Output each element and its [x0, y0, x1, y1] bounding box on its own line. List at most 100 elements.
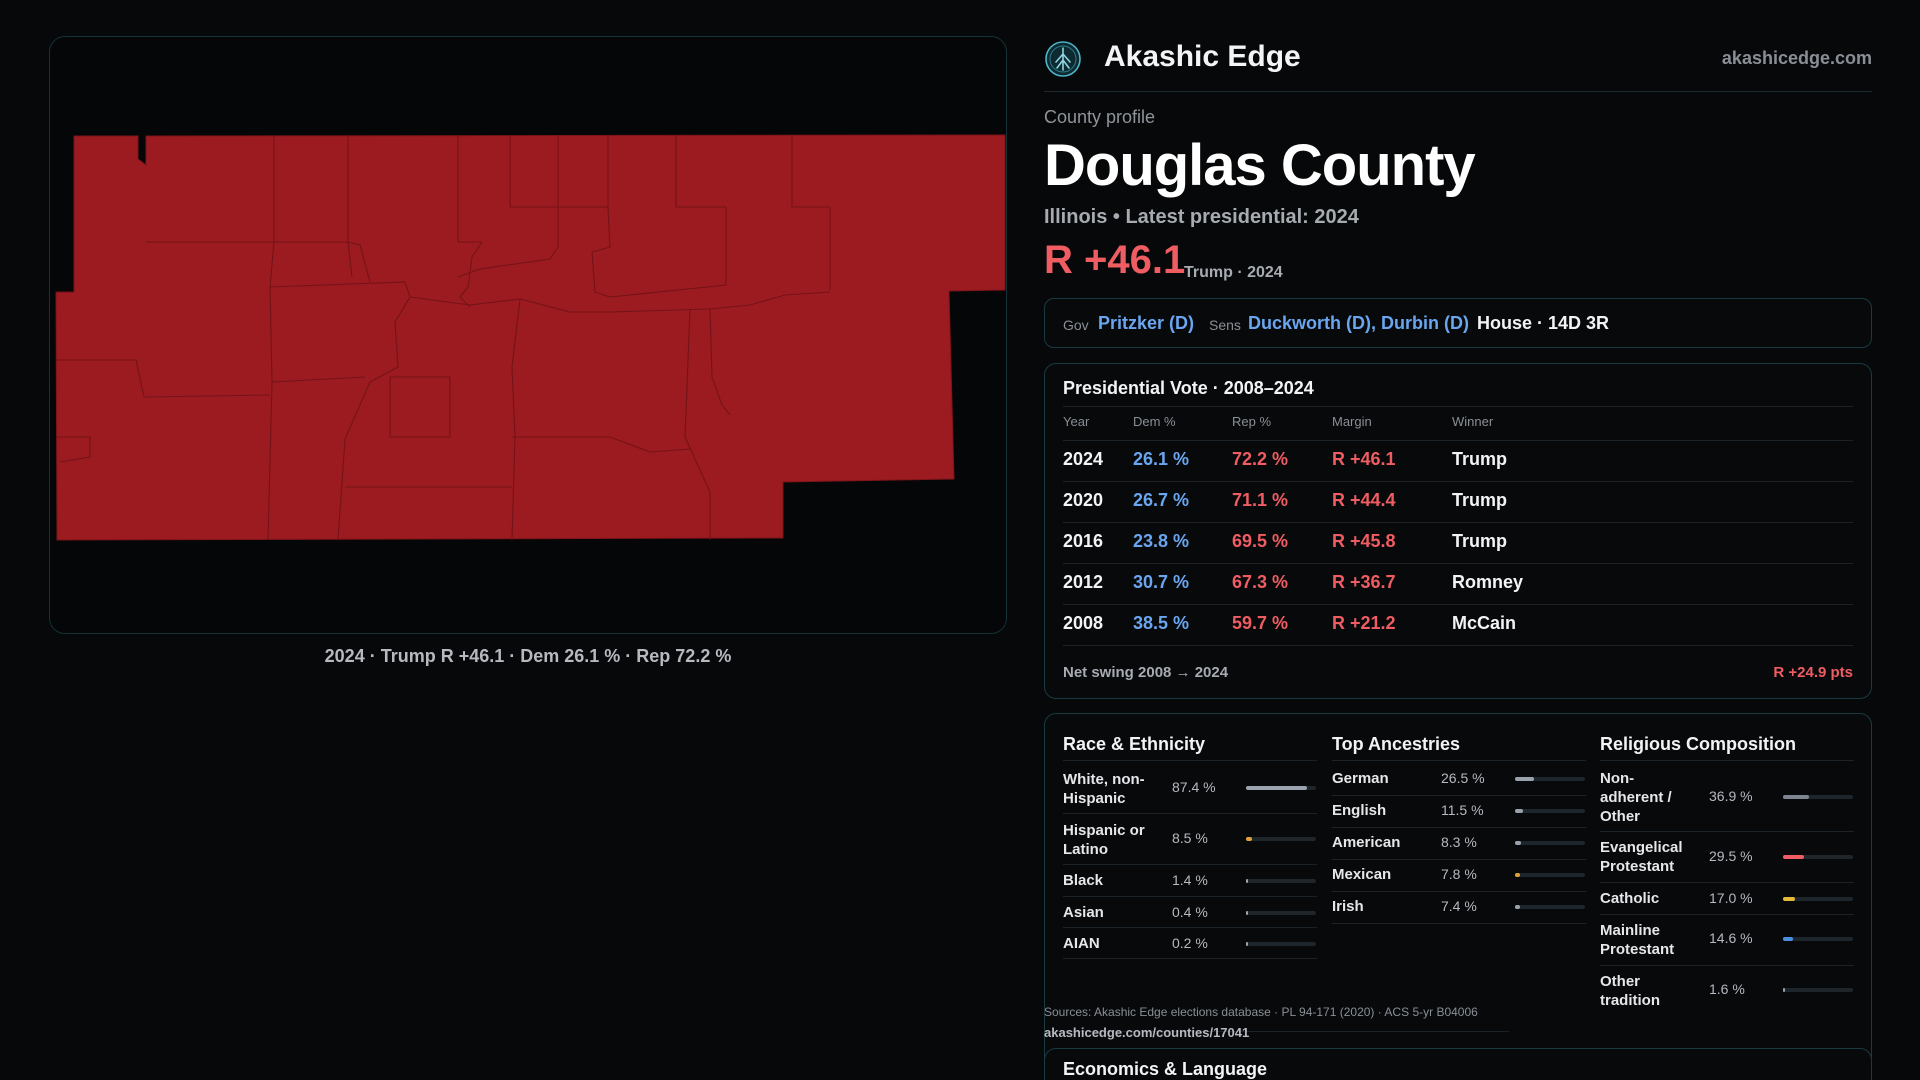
- sources-url-link[interactable]: akashicedge.com/counties/17041: [1044, 1025, 1250, 1040]
- cell-margin: R +21.2: [1332, 613, 1396, 633]
- divider: [1063, 440, 1853, 441]
- divider: [1600, 760, 1854, 761]
- religion-label: Mainline Protestant: [1600, 922, 1675, 958]
- col-header-dem: Dem %: [1133, 414, 1176, 429]
- divider: [1600, 914, 1854, 915]
- ancestry-label: German: [1332, 770, 1389, 787]
- governor-link[interactable]: Pritzker (D): [1098, 313, 1195, 333]
- ancestry-value: 11.5 %: [1441, 802, 1484, 818]
- race-label: White, non-Hispanic: [1063, 771, 1145, 807]
- divider: [1063, 958, 1317, 959]
- divider: [1063, 406, 1853, 407]
- divider: [1332, 891, 1586, 892]
- col-header-winner: Winner: [1452, 414, 1494, 429]
- cell-year: 2008: [1063, 613, 1104, 633]
- presidential-vote-card: Presidential Vote · 2008–2024 Year Dem %…: [1044, 363, 1872, 699]
- net-swing-label: Net swing 2008 → 2024: [1063, 664, 1229, 681]
- cell-dem: 26.7 %: [1133, 490, 1190, 510]
- race-title: Race & Ethnicity: [1063, 734, 1206, 754]
- senators-link[interactable]: Duckworth (D), Durbin (D): [1248, 313, 1469, 333]
- economics-title: Economics & Language: [1063, 1059, 1268, 1079]
- cell-year: 2016: [1063, 531, 1104, 551]
- religion-label: Non-adherent / Other: [1600, 770, 1672, 825]
- ancestries-title: Top Ancestries: [1332, 734, 1461, 754]
- ancestry-bar: [1515, 777, 1585, 781]
- cell-winner: Trump: [1452, 490, 1508, 510]
- divider: [1063, 563, 1853, 564]
- latest-margin-note: Trump · 2024: [1184, 264, 1283, 281]
- religion-bar: [1783, 937, 1853, 941]
- divider: [1332, 827, 1586, 828]
- religion-title: Religious Composition: [1600, 734, 1796, 754]
- county-map-panel[interactable]: [49, 36, 1007, 634]
- divider: [1332, 795, 1586, 796]
- religion-bar: [1783, 897, 1853, 901]
- cell-winner: Trump: [1452, 449, 1508, 469]
- race-bar: [1246, 942, 1316, 946]
- cell-year: 2024: [1063, 449, 1104, 469]
- brand-url-link[interactable]: akashicedge.com: [1721, 48, 1872, 68]
- religion-bar: [1783, 988, 1853, 992]
- ancestry-value: 7.4 %: [1441, 898, 1477, 914]
- ancestry-label: Irish: [1332, 898, 1364, 915]
- cell-winner: McCain: [1452, 613, 1517, 633]
- divider: [1063, 813, 1317, 814]
- county-map: [55, 134, 1006, 541]
- religion-bar-fill: [1783, 855, 1804, 859]
- divider: [1600, 831, 1854, 832]
- cell-year: 2012: [1063, 572, 1104, 592]
- divider: [1063, 604, 1853, 605]
- race-value: 87.4 %: [1172, 779, 1216, 795]
- divider: [1063, 864, 1317, 865]
- sources-divider: [1045, 1031, 1509, 1032]
- cell-rep: 59.7 %: [1232, 613, 1289, 633]
- ancestry-bar: [1515, 873, 1585, 877]
- religion-label: Evangelical Protestant: [1600, 839, 1683, 875]
- page-subtitle: Illinois • Latest presidential: 2024: [1044, 206, 1359, 228]
- divider: [1600, 882, 1854, 883]
- religion-value: 1.6 %: [1709, 981, 1745, 997]
- latest-margin: R +46.1: [1044, 238, 1186, 282]
- sources-text: Sources: Akashic Edge elections database…: [1044, 1005, 1478, 1019]
- senators-label: Sens: [1209, 317, 1241, 333]
- divider: [1063, 896, 1317, 897]
- race-bar-fill: [1246, 911, 1248, 915]
- ancestry-bar: [1515, 841, 1585, 845]
- race-label: AIAN: [1063, 935, 1100, 952]
- brand-header: Akashic Edge akashicedge.com: [1044, 36, 1872, 92]
- county-profile-panel: Akashic Edge akashicedge.com County prof…: [1044, 36, 1872, 1080]
- ancestry-bar: [1515, 809, 1585, 813]
- map-caption: 2024 · Trump R +46.1 · Dem 26.1 % · Rep …: [324, 646, 732, 666]
- divider: [1063, 927, 1317, 928]
- race-value: 1.4 %: [1172, 872, 1208, 888]
- cell-dem: 38.5 %: [1133, 613, 1190, 633]
- religion-bar: [1783, 795, 1853, 799]
- presidential-vote-title: Presidential Vote · 2008–2024: [1063, 378, 1314, 398]
- religion-value: 29.5 %: [1709, 848, 1753, 864]
- cell-margin: R +46.1: [1332, 449, 1396, 469]
- divider: [1332, 923, 1586, 924]
- economics-card: Economics & Language: [1044, 1048, 1872, 1080]
- tree-emblem-icon[interactable]: [1044, 40, 1082, 78]
- brand-name[interactable]: Akashic Edge: [1104, 40, 1301, 73]
- ancestry-label: American: [1332, 834, 1401, 851]
- divider: [1332, 760, 1586, 761]
- religion-value: 17.0 %: [1709, 890, 1753, 906]
- ancestry-bar-fill: [1515, 905, 1521, 909]
- ancestry-bar: [1515, 905, 1585, 909]
- religion-bar-fill: [1783, 988, 1785, 992]
- ancestry-value: 8.3 %: [1441, 834, 1477, 850]
- divider: [1063, 481, 1853, 482]
- county-shape[interactable]: [55, 134, 1006, 541]
- race-bar: [1246, 879, 1316, 883]
- officials-bar: Gov Pritzker (D) Sens Duckworth (D), Dur…: [1044, 298, 1872, 348]
- race-bar-fill: [1246, 786, 1308, 790]
- cell-rep: 72.2 %: [1232, 449, 1289, 469]
- col-header-margin: Margin: [1332, 414, 1372, 429]
- ancestry-value: 7.8 %: [1441, 866, 1477, 882]
- ancestry-bar-fill: [1515, 841, 1521, 845]
- race-bar-fill: [1246, 879, 1248, 883]
- religion-value: 36.9 %: [1709, 788, 1753, 804]
- divider: [1063, 760, 1317, 761]
- ancestry-bar-fill: [1515, 777, 1534, 781]
